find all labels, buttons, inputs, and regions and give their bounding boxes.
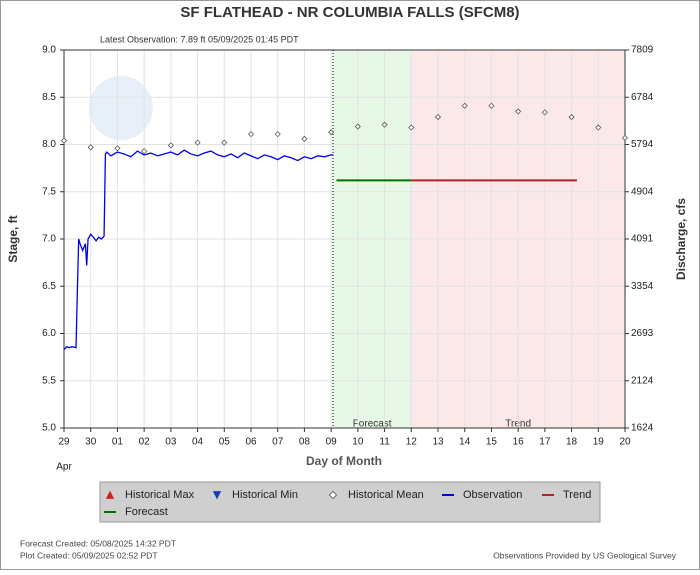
series-marker [301,135,308,142]
x-tick-label: 11 [379,437,390,448]
x-tick-label: 10 [352,437,364,448]
footer-text: Observations Provided by US Geological S… [493,550,677,560]
x-tick-label: 15 [486,437,498,448]
series-marker [461,102,468,109]
legend-label: Historical Max [125,489,195,501]
y-tick-label: 7.5 [42,186,56,197]
x-tick-label: 16 [513,437,525,448]
series-marker [541,109,548,116]
series-marker [221,139,228,146]
x-tick-label: 07 [272,437,284,448]
x-tick-label: 02 [139,437,151,448]
x-tick-label: 29 [58,437,70,448]
series-marker [621,134,629,141]
y-tick-label: 9.0 [42,45,56,56]
y2-tick-label: 5794 [631,139,654,150]
legend-label: Observation [463,489,522,501]
region-label: Forecast [353,419,392,430]
x-tick-label: 18 [566,437,578,448]
y2-tick-label: 4091 [631,234,654,245]
y2-tick-label: 2693 [631,328,654,339]
series-marker [87,144,94,151]
y-axis-label: Stage, ft [6,215,20,262]
y2-axis-label: Discharge, cfs [674,198,688,280]
y-tick-label: 5.0 [42,423,56,434]
series-marker [595,124,602,131]
plot-frame [63,49,626,429]
series-marker [354,123,361,130]
series-marker [274,131,281,138]
legend-label: Historical Min [232,489,298,501]
legend-swatch [105,490,115,499]
series-marker [381,121,388,128]
y2-tick-label: 2124 [631,375,654,386]
chart-title: SF FLATHEAD - NR COLUMBIA FALLS (SFCM8) [180,4,519,21]
y-tick-label: 6.5 [42,281,56,292]
series-marker [141,148,148,155]
series-marker [408,124,415,131]
series-marker [167,142,174,149]
series-marker [568,114,575,121]
legend-box [99,481,601,523]
x-tick-label: 08 [299,437,311,448]
x-tick-label: 14 [459,437,471,448]
month-label: Apr [56,462,72,473]
y2-tick-label: 7809 [631,45,654,56]
y-tick-label: 7.0 [42,234,56,245]
y-tick-label: 5.5 [42,375,56,386]
series-marker [194,139,201,146]
x-tick-label: 30 [85,437,97,448]
x-tick-label: 17 [539,437,551,448]
x-tick-label: 01 [112,437,124,448]
series-marker [114,145,121,152]
series-marker [247,131,255,138]
series-marker [328,129,335,136]
y2-tick-label: 6784 [631,92,654,103]
y-tick-label: 6.0 [42,328,56,339]
y2-tick-label: 4904 [631,186,654,197]
footer-text: Plot Created: 05/09/2025 02:52 PDT [20,550,158,560]
series-marker [434,114,442,121]
x-tick-label: 04 [192,437,204,448]
chart-subtitle: Latest Observation: 7.89 ft 05/09/2025 0… [100,34,299,44]
legend-label: Trend [563,489,591,501]
x-tick-label: 05 [219,437,231,448]
legend-swatch [212,491,222,500]
x-axis-label: Day of Month [306,454,382,468]
series-line [63,149,334,351]
series-marker [488,102,495,109]
x-tick-label: 06 [245,437,257,448]
x-tick-label: 20 [619,437,631,448]
x-tick-label: 09 [326,437,338,448]
x-tick-label: 13 [432,437,444,448]
series-marker [515,108,522,115]
x-tick-label: 03 [165,437,177,448]
y-tick-label: 8.0 [42,139,56,150]
y2-tick-label: 3354 [631,281,654,292]
y-tick-label: 8.5 [42,92,56,103]
legend-label: Historical Mean [348,489,424,501]
y2-tick-label: 1624 [631,423,654,434]
x-tick-label: 12 [406,437,418,448]
footer-text: Forecast Created: 05/08/2025 14:32 PDT [20,538,176,548]
logo-watermark [89,76,153,140]
legend-swatch [328,490,338,500]
x-tick-label: 19 [593,437,605,448]
series-marker [60,137,68,144]
legend-label: Forecast [125,506,168,518]
